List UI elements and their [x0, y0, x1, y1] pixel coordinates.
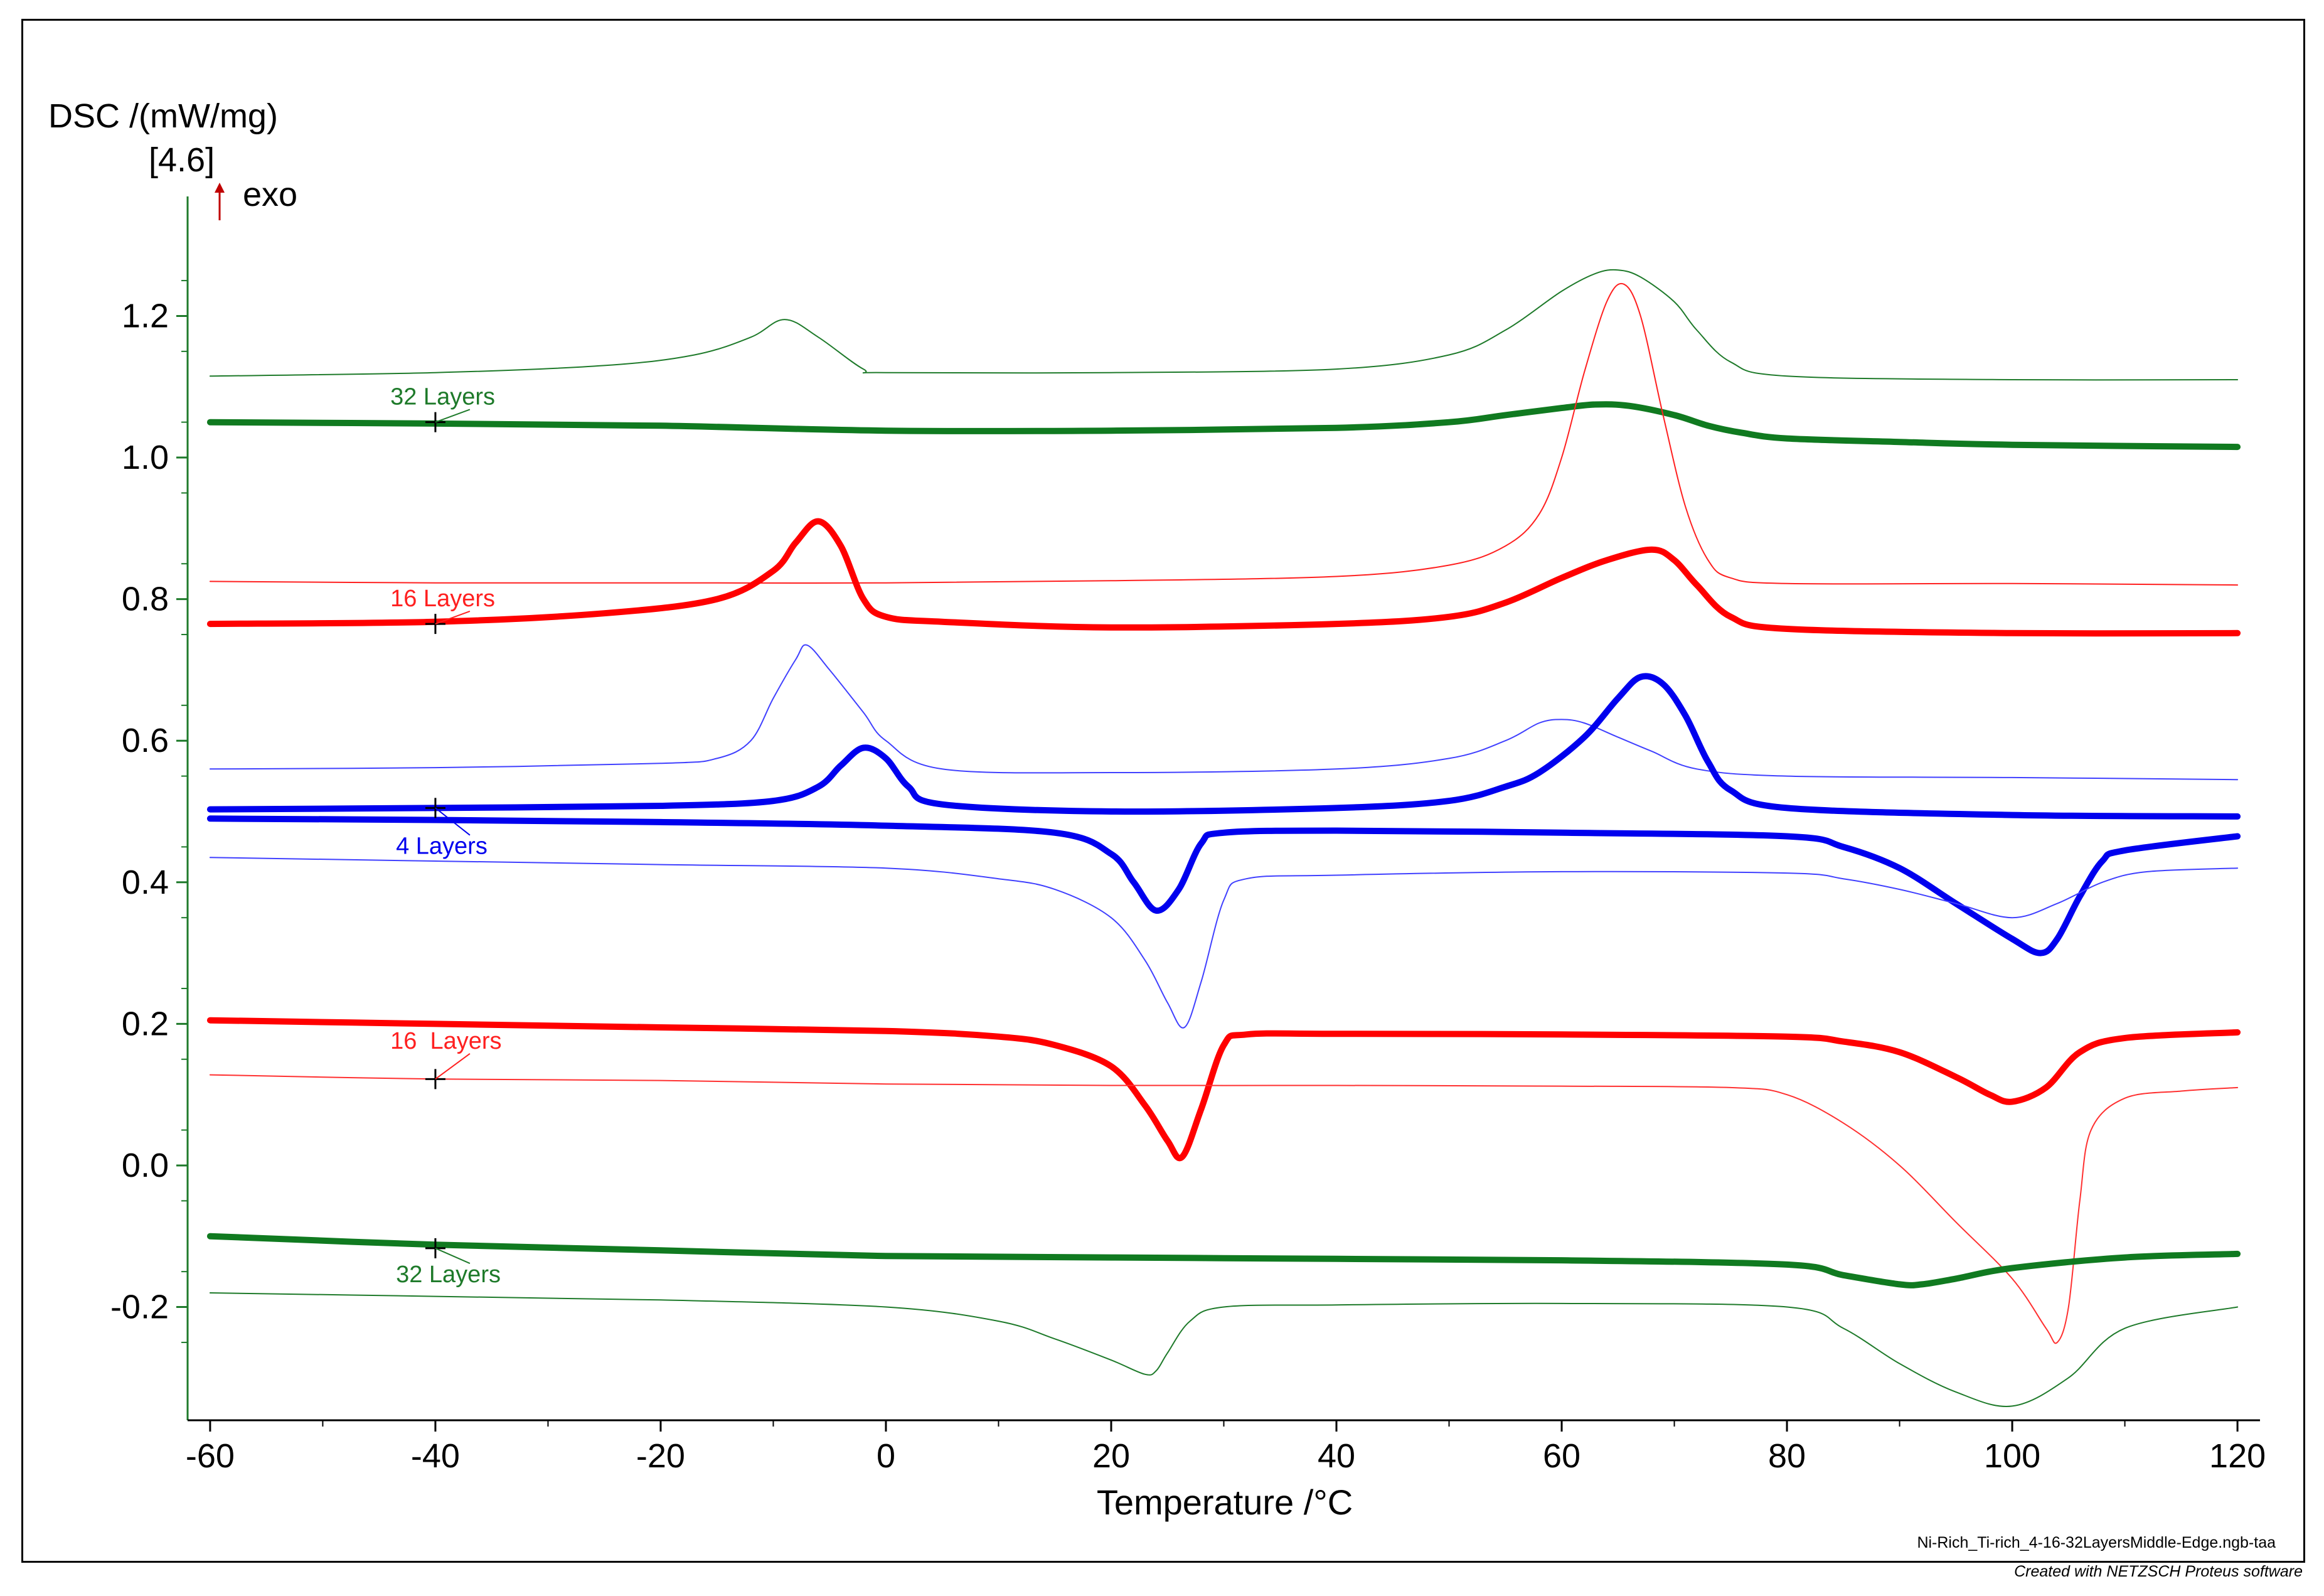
x-tick-label: -20	[636, 1437, 685, 1475]
x-tick-label: -60	[186, 1437, 235, 1475]
y-tick-label: 0.2	[122, 1005, 169, 1042]
exo-label: exo	[243, 176, 297, 213]
series-line-16-layers-thin-heating	[209, 1074, 2239, 1344]
x-tick-label: -40	[411, 1437, 460, 1475]
x-tick-label: 40	[1318, 1437, 1355, 1475]
y-tick-label: 0.0	[122, 1147, 169, 1184]
y-tick-label: 1.0	[122, 439, 169, 476]
axes: -60 -40 -20 0 20 40 60 80 100 120 -0.2 0.0 0.2 0.4 0.6…	[110, 196, 2266, 1475]
y-tick-label: -0.2	[110, 1288, 169, 1326]
software-credit: Created with NETZSCH Proteus software	[2014, 1563, 2303, 1580]
label-group: 32 Layers 16 Layers 4 Layers 16 Layers 32 La…	[390, 383, 501, 1288]
series-label: 32 Layers	[390, 383, 495, 410]
exo-arrow-head-icon	[215, 183, 225, 193]
y-axis-title: DSC /(mW/mg)	[48, 97, 278, 135]
label-leader-line	[435, 409, 471, 423]
x-tick-label: 60	[1543, 1437, 1580, 1475]
chart-frame: -60 -40 -20 0 20 40 60 80 100 120 -0.2 0.0 0.2 0.4 0.6…	[21, 19, 2305, 1563]
x-tick-label: 100	[1984, 1437, 2040, 1475]
series-line-32-layers-thick-heating	[206, 1233, 2241, 1288]
exo-indicator: exo	[215, 176, 297, 220]
x-tick-label: 120	[2209, 1437, 2266, 1475]
label-leader-line	[435, 1248, 471, 1264]
series-label: 16 Layers	[390, 1028, 501, 1054]
series-label: 16 Layers	[390, 586, 495, 612]
y-axis-unit-bracket: [4.6]	[149, 141, 215, 179]
series-line-4-layers-thin-cooling	[209, 644, 2239, 781]
label-leader-line	[435, 1053, 471, 1080]
label-leader-line	[435, 610, 471, 625]
y-tick-label: 0.6	[122, 722, 169, 759]
series-line-4-layers-thin-heating	[209, 857, 2239, 1029]
series-label: 32 Layers	[396, 1261, 501, 1288]
x-tick-label: 80	[1768, 1437, 1806, 1475]
series-line-32-layers-thin-heating	[209, 1292, 2239, 1407]
dsc-chart: -60 -40 -20 0 20 40 60 80 100 120 -0.2 0.0 0.2 0.4 0.6…	[48, 97, 2276, 1551]
y-tick-label: 0.4	[122, 864, 169, 901]
y-tick-label: 0.8	[122, 581, 169, 618]
label-leader-line	[435, 807, 471, 836]
y-tick-label: 1.2	[122, 297, 169, 335]
x-tick-label: 20	[1092, 1437, 1130, 1475]
series-line-4-layers-thick-heating	[206, 815, 2241, 956]
series-line-16-layers-thick-cooling	[206, 518, 2241, 637]
series-line-16-layers-thin-cooling	[209, 282, 2239, 586]
series-line-32-layers-thick-cooling	[206, 401, 2241, 451]
series-line-4-layers-thick-cooling	[206, 673, 2241, 820]
series-group	[206, 269, 2241, 1407]
x-tick-label: 0	[877, 1437, 895, 1475]
series-label: 4 Layers	[396, 833, 488, 860]
x-axis-title: Temperature /°C	[1097, 1482, 1353, 1522]
data-file-name: Ni-Rich_Ti-rich_4-16-32LayersMiddle-Edge…	[1917, 1534, 2276, 1551]
series-line-32-layers-thin-cooling	[209, 269, 2239, 381]
series-line-16-layers-thick-heating	[206, 1017, 2241, 1162]
